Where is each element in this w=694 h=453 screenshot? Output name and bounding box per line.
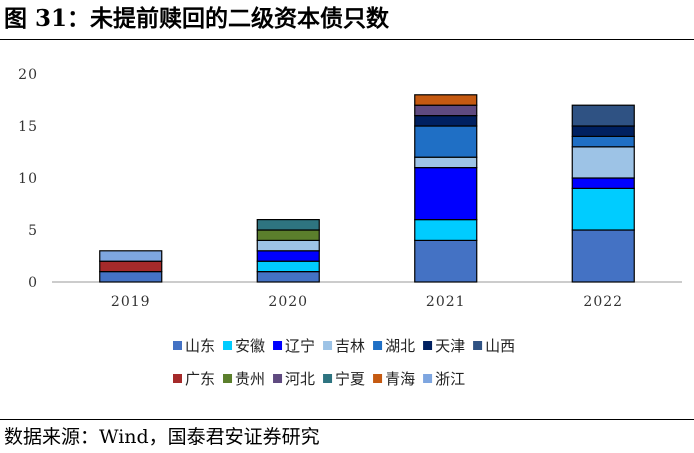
bar-segment <box>414 104 478 117</box>
legend-label: 青海 <box>385 370 415 388</box>
bar-segment <box>99 260 163 273</box>
bar-segment <box>571 125 635 137</box>
y-axis: 0 5 10 15 20 <box>18 67 38 291</box>
legend-item: 天津 <box>423 337 465 355</box>
bar-segment <box>256 229 320 241</box>
legend-label: 贵州 <box>235 370 265 388</box>
figure-title: 图 31：未提前赎回的二级资本债只数 <box>4 5 390 32</box>
legend-item: 辽宁 <box>273 337 315 355</box>
legend-item: 贵州 <box>223 370 265 388</box>
y-tick-label: 5 <box>28 223 38 239</box>
source-note: 数据来源：Wind，国泰君安证券研究 <box>4 426 320 448</box>
legend-item: 吉林 <box>323 337 365 355</box>
legend-swatch <box>473 341 483 350</box>
bar-segment <box>414 94 478 106</box>
bar-segment <box>414 166 478 221</box>
bar-segment <box>99 271 163 283</box>
bar-segment <box>99 250 163 262</box>
x-tick-label: 2022 <box>583 294 623 310</box>
legend-item: 河北 <box>273 370 315 388</box>
legend-item: 安徽 <box>223 337 265 355</box>
bar-segment <box>256 239 320 252</box>
bar-segment <box>571 104 635 127</box>
legend-swatch <box>273 341 283 350</box>
legend-swatch <box>423 341 433 350</box>
legend-item: 青海 <box>373 370 415 388</box>
bars <box>99 94 635 283</box>
legend-item: 湖北 <box>373 337 415 355</box>
x-axis: 2019 2020 2021 2022 <box>111 294 623 310</box>
legend-label: 浙江 <box>435 370 465 388</box>
legend-swatch <box>323 374 333 383</box>
bar-segment <box>256 271 320 283</box>
legend-swatch <box>323 341 333 350</box>
legend-swatch <box>173 341 182 350</box>
bar-segment <box>414 156 478 169</box>
legend-label: 湖北 <box>385 337 415 355</box>
bar-segment <box>414 125 478 158</box>
legend-label: 山东 <box>185 337 215 355</box>
legend-label: 天津 <box>435 337 465 355</box>
legend-label: 山西 <box>485 337 515 355</box>
legend-label: 广东 <box>185 370 215 388</box>
legend-swatch <box>223 341 233 350</box>
y-tick-label: 10 <box>18 171 38 187</box>
legend-label: 河北 <box>285 370 315 388</box>
bar-segment <box>256 260 320 273</box>
legend-item: 宁夏 <box>323 370 365 388</box>
x-tick-label: 2019 <box>111 294 151 310</box>
y-tick-label: 0 <box>28 275 38 291</box>
legend-label: 安徽 <box>235 337 265 355</box>
legend-label: 吉林 <box>335 337 365 355</box>
bar-segment <box>414 239 478 283</box>
bar-segment <box>571 187 635 231</box>
legend-item: 山东 <box>173 337 215 355</box>
legend-swatch <box>273 374 283 383</box>
legend-item: 广东 <box>173 370 215 388</box>
bar-segment <box>571 177 635 189</box>
bar-segment <box>414 219 478 242</box>
bar-segment <box>256 250 320 262</box>
y-tick-label: 20 <box>18 67 38 83</box>
y-tick-label: 15 <box>18 119 38 135</box>
bar-segment <box>256 219 320 231</box>
bar-segment <box>571 146 635 179</box>
x-tick-label: 2021 <box>426 294 466 310</box>
bar-segment <box>571 135 635 148</box>
legend-swatch <box>373 374 383 383</box>
legend-label: 辽宁 <box>285 337 315 355</box>
bar-segment <box>571 229 635 283</box>
legend-item: 浙江 <box>423 370 465 388</box>
legend-swatch <box>223 374 233 383</box>
x-tick-label: 2020 <box>268 294 308 310</box>
title-divider <box>0 39 694 40</box>
legend-swatch <box>423 374 433 383</box>
bar-segment <box>414 114 478 127</box>
stacked-bar-chart: 0 5 10 15 20 2019 2020 2021 2022 山东 安徽 辽宁 吉林 湖北 天津 山西… <box>18 67 682 388</box>
source-divider <box>0 419 694 420</box>
legend-swatch <box>173 374 182 383</box>
legend-item: 山西 <box>473 337 515 355</box>
legend-label: 宁夏 <box>335 370 365 388</box>
legend-swatch <box>373 341 383 350</box>
